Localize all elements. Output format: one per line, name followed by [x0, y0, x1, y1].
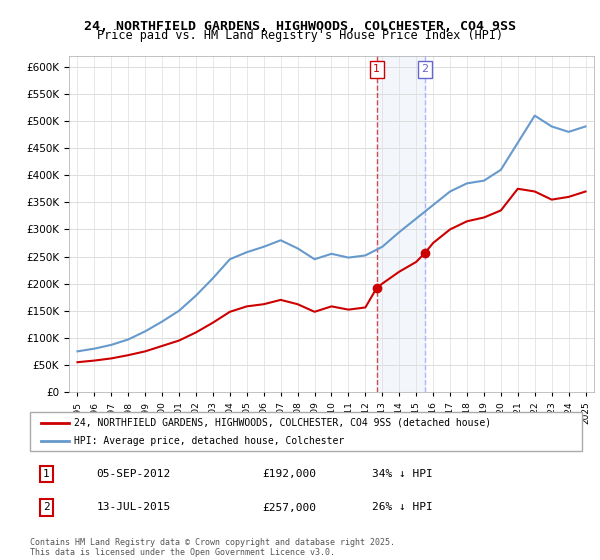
Text: £257,000: £257,000 — [262, 502, 316, 512]
Text: 2: 2 — [422, 64, 429, 74]
Bar — [377, 56, 425, 392]
Text: £192,000: £192,000 — [262, 469, 316, 479]
Text: 05-SEP-2012: 05-SEP-2012 — [96, 469, 170, 479]
Text: Price paid vs. HM Land Registry's House Price Index (HPI): Price paid vs. HM Land Registry's House … — [97, 29, 503, 42]
Text: 1: 1 — [43, 469, 50, 479]
Text: 24, NORTHFIELD GARDENS, HIGHWOODS, COLCHESTER, CO4 9SS (detached house): 24, NORTHFIELD GARDENS, HIGHWOODS, COLCH… — [74, 418, 491, 428]
Text: 26% ↓ HPI: 26% ↓ HPI — [372, 502, 433, 512]
Text: 13-JUL-2015: 13-JUL-2015 — [96, 502, 170, 512]
Text: 34% ↓ HPI: 34% ↓ HPI — [372, 469, 433, 479]
Text: 2: 2 — [43, 502, 50, 512]
Text: Contains HM Land Registry data © Crown copyright and database right 2025.
This d: Contains HM Land Registry data © Crown c… — [30, 538, 395, 557]
Text: 24, NORTHFIELD GARDENS, HIGHWOODS, COLCHESTER, CO4 9SS: 24, NORTHFIELD GARDENS, HIGHWOODS, COLCH… — [84, 20, 516, 32]
Text: HPI: Average price, detached house, Colchester: HPI: Average price, detached house, Colc… — [74, 436, 344, 446]
FancyBboxPatch shape — [30, 412, 582, 451]
Text: 1: 1 — [373, 64, 380, 74]
